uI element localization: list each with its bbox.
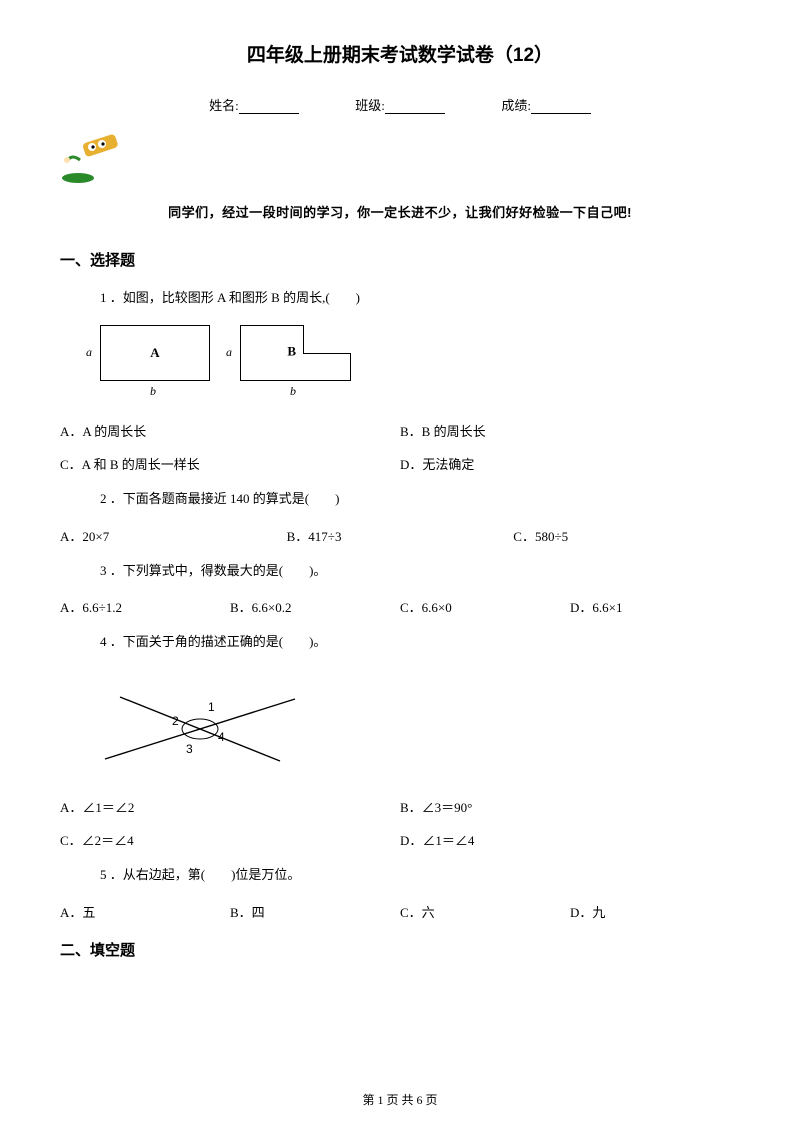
q4-opt-a: A．∠1＝∠2 [60, 797, 400, 816]
q1-shape-a: A [100, 325, 210, 381]
class-blank [385, 100, 445, 114]
section-1-title: 一、选择题 [60, 249, 740, 270]
q4-opt-d: D．∠1＝∠4 [400, 830, 740, 849]
q5-opt-c: C．六 [400, 902, 570, 921]
q3-opt-b: B．6.6×0.2 [230, 597, 400, 616]
q1-options: A．A 的周长长 B．B 的周长长 C．A 和 B 的周长一样长 D．无法确定 [60, 421, 740, 473]
page-title: 四年级上册期末考试数学试卷（12） [60, 40, 740, 67]
q1-label-a2: a [226, 345, 232, 360]
q4-options: A．∠1＝∠2 B．∠3＝90° C．∠2＝∠4 D．∠1＝∠4 [60, 797, 740, 849]
q1-text: 1 ．如图，比较图形 A 和图形 B 的周长,( ) [100, 288, 740, 309]
score-blank [531, 100, 591, 114]
q1-opt-b: B．B 的周长长 [400, 421, 740, 440]
q5-text: 5 ．从右边起，第( )位是万位。 [100, 865, 740, 886]
q1-shape-b: B [240, 325, 350, 381]
q4-angle-2: 2 [172, 714, 179, 728]
q3-opt-d: D．6.6×1 [570, 597, 740, 616]
q3-opt-a: A．6.6÷1.2 [60, 597, 230, 616]
q2-opt-a: A．20×7 [60, 526, 287, 545]
q1-figure: a A b a B b [100, 325, 740, 381]
q1-opt-c: C．A 和 B 的周长一样长 [60, 454, 400, 473]
q4-opt-c: C．∠2＝∠4 [60, 830, 400, 849]
q5-options: A．五 B．四 C．六 D．九 [60, 902, 740, 921]
q2-opt-c: C．580÷5 [513, 526, 740, 545]
motto-text: 同学们，经过一段时间的学习，你一定长进不少，让我们好好检验一下自己吧! [60, 202, 740, 221]
score-label: 成绩: [501, 98, 531, 113]
q1-label-b1: b [150, 384, 156, 399]
q5-opt-a: A．五 [60, 902, 230, 921]
pencil-mascot-icon [60, 134, 132, 186]
q1-opt-a: A．A 的周长长 [60, 421, 400, 440]
q4-opt-b: B．∠3＝90° [400, 797, 740, 816]
q1-opt-d: D．无法确定 [400, 454, 740, 473]
q3-options: A．6.6÷1.2 B．6.6×0.2 C．6.6×0 D．6.6×1 [60, 597, 740, 616]
class-label: 班级: [355, 98, 385, 113]
q1-shape-b-label: B [287, 343, 296, 359]
q4-text: 4 ．下面关于角的描述正确的是( )。 [100, 632, 740, 653]
q3-text: 3 ．下列算式中，得数最大的是( )。 [100, 561, 740, 582]
q2-opt-b: B．417÷3 [287, 526, 514, 545]
q4-angle-1: 1 [208, 700, 215, 714]
name-blank [239, 100, 299, 114]
section-2-title: 二、填空题 [60, 939, 740, 960]
q1-label-b2: b [290, 384, 296, 399]
q5-opt-d: D．九 [570, 902, 740, 921]
q4-figure: 1 2 3 4 [100, 669, 300, 779]
q2-options: A．20×7 B．417÷3 C．580÷5 [60, 526, 740, 545]
q5-opt-b: B．四 [230, 902, 400, 921]
info-row: 姓名: 班级: 成绩: [60, 95, 740, 114]
name-label: 姓名: [209, 98, 239, 113]
q4-angle-4: 4 [218, 730, 225, 744]
mascot-row [60, 134, 740, 190]
page-footer: 第 1 页 共 6 页 [0, 1091, 800, 1108]
q1-label-a1: a [86, 345, 92, 360]
q2-text: 2 ．下面各题商最接近 140 的算式是( ) [100, 489, 740, 510]
q3-opt-c: C．6.6×0 [400, 597, 570, 616]
q4-angle-3: 3 [186, 742, 193, 756]
